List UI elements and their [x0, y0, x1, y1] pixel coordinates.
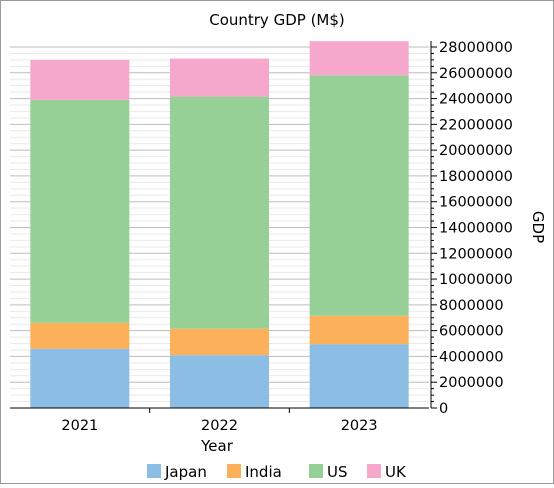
bar-segment-japan-2023 [309, 344, 409, 408]
y-tick-label: 4000000 [439, 349, 504, 365]
y-tick-label: 2000000 [439, 375, 504, 391]
y-tick-label: 16000000 [439, 195, 513, 211]
x-tick-label: 2023 [341, 418, 378, 434]
bar-segment-japan-2022 [170, 355, 269, 408]
y-tick-label: 6000000 [439, 324, 504, 340]
bar-segment-us-2022 [170, 96, 269, 329]
x-axis-label: Year [200, 437, 234, 455]
bar-segment-uk-2022 [170, 58, 269, 97]
bar-segment-india-2023 [309, 315, 409, 345]
axes: 2021 2022 2023 0 2000000 4000000 6000000 800000… [10, 40, 513, 434]
bars [30, 41, 409, 408]
x-tick-label: 2021 [61, 418, 98, 434]
y-tick-label: 8000000 [439, 298, 504, 314]
bar-segment-uk-2023 [309, 41, 409, 76]
y-tick-label: 0 [439, 401, 448, 417]
y-tick-label: 18000000 [439, 169, 513, 185]
y-tick-label: 22000000 [439, 117, 513, 133]
y-tick-label: 14000000 [439, 221, 513, 237]
y-tick-label: 10000000 [439, 272, 513, 288]
bar-segment-india-2021 [30, 322, 130, 349]
y-tick-label: 20000000 [439, 143, 513, 159]
legend-label-japan: Japan [164, 463, 207, 481]
chart-title: Country GDP (M$) [209, 11, 345, 29]
bar-segment-us-2023 [309, 75, 409, 316]
y-tick-label: 28000000 [439, 40, 513, 56]
legend-swatch-japan [147, 464, 161, 478]
legend-label-india: India [245, 463, 282, 481]
y-tick-label: 26000000 [439, 66, 513, 82]
y-tick-label: 24000000 [439, 92, 513, 108]
legend-swatch-india [227, 464, 241, 478]
bar-segment-us-2021 [30, 99, 130, 323]
legend-label-us: US [327, 463, 348, 481]
legend-swatch-uk [367, 464, 381, 478]
legend: Japan India US UK [147, 463, 407, 481]
bar-segment-india-2022 [170, 328, 269, 356]
legend-label-uk: UK [385, 463, 407, 481]
legend-swatch-us [309, 464, 323, 478]
y-tick-label: 12000000 [439, 246, 513, 262]
bar-segment-uk-2021 [30, 59, 130, 100]
x-tick-label: 2022 [201, 418, 238, 434]
y-axis-label: GDP [529, 211, 547, 243]
bar-segment-japan-2021 [30, 348, 130, 408]
